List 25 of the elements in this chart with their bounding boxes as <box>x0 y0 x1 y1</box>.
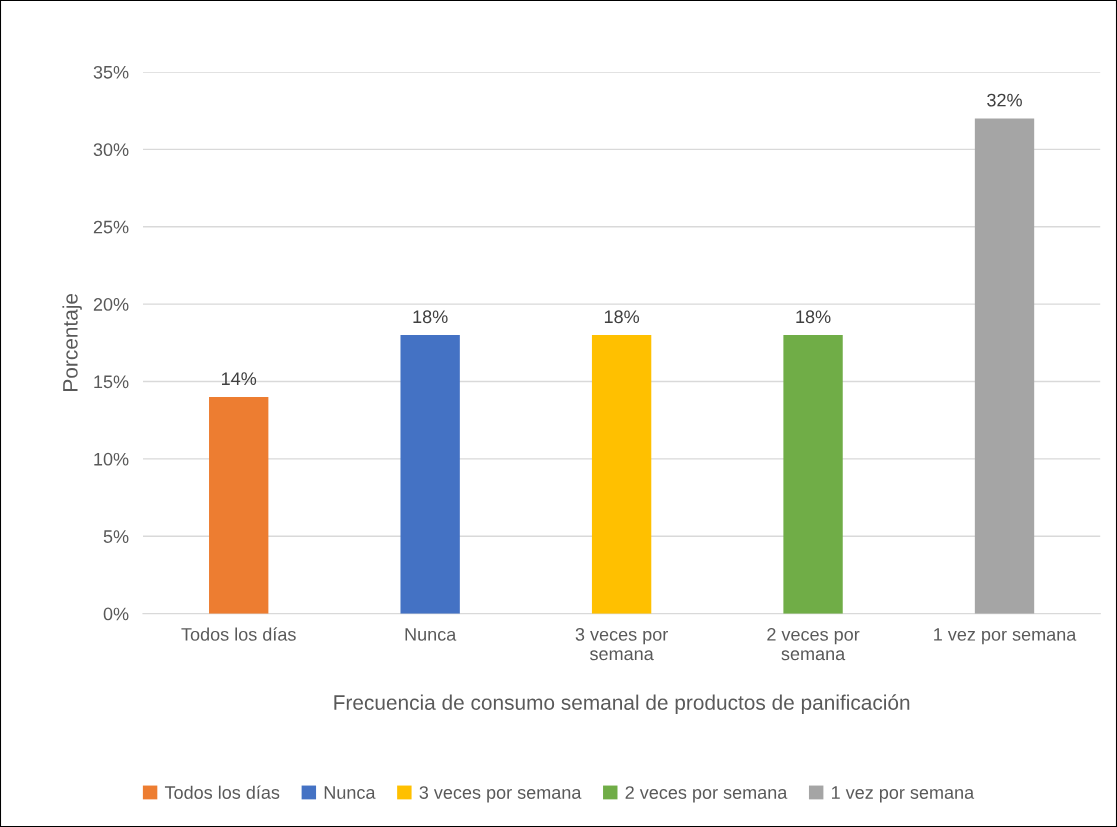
data-label: 18% <box>796 310 831 324</box>
y-tick-label: 20% <box>93 298 129 311</box>
x-axis-title: Frecuencia de consumo semanal de productos de panificación <box>334 694 910 715</box>
legend-label: Nunca <box>324 786 376 799</box>
x-tick-label: 1 vez por semana <box>934 628 1077 645</box>
y-tick-label: 35% <box>93 65 129 79</box>
y-tick-label: 5% <box>103 530 129 543</box>
y-tick-label: 0% <box>103 607 129 621</box>
x-tick-label: 3 veces por semana <box>575 628 668 661</box>
x-tick-label: 2 veces por semana <box>767 628 860 661</box>
data-label: 18% <box>604 310 640 324</box>
y-axis-title: Porcentaje <box>62 293 82 391</box>
legend-label: Todos los días <box>164 785 280 799</box>
y-tick-label: 15% <box>94 375 129 389</box>
legend-label: 2 veces por semana <box>625 786 788 803</box>
data-label: 18% <box>413 310 448 324</box>
data-label: 32% <box>987 93 1022 107</box>
legend-label: 1 vez por semana <box>832 786 975 803</box>
legend-label: 3 veces por semana <box>419 786 582 803</box>
data-label: 14% <box>222 372 257 385</box>
x-tick-label: Nunca <box>405 628 457 641</box>
y-tick-label: 25% <box>93 220 129 234</box>
y-tick-label: 30% <box>93 143 129 157</box>
y-tick-label: 10% <box>94 452 129 466</box>
x-tick-label: Todos los días <box>181 627 296 641</box>
